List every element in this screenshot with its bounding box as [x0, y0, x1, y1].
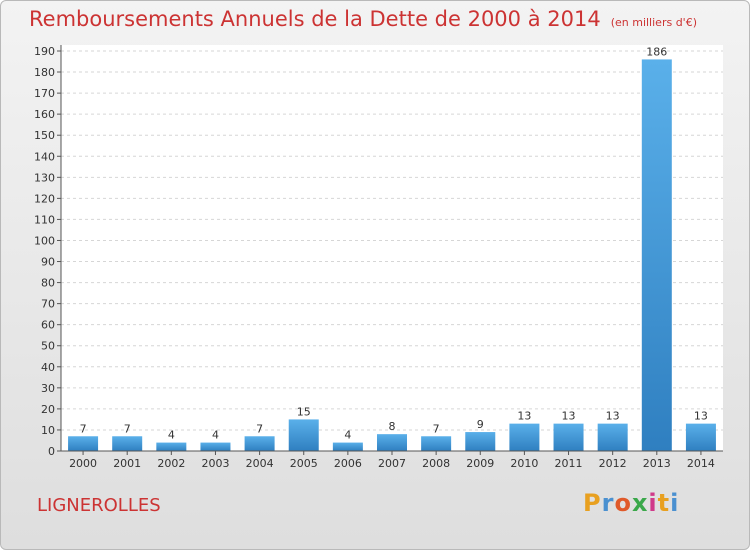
logo-letter: x	[631, 489, 649, 517]
bar-value-label: 8	[389, 420, 396, 433]
y-tick-label: 170	[34, 87, 55, 100]
bar	[112, 436, 143, 451]
bar	[553, 423, 584, 451]
y-tick-label: 80	[41, 277, 55, 290]
y-tick-label: 70	[41, 298, 55, 311]
x-tick-label: 2000	[69, 457, 97, 470]
bar	[244, 436, 275, 451]
y-tick-label: 190	[34, 45, 55, 58]
x-tick-label: 2010	[510, 457, 538, 470]
bar	[156, 442, 187, 451]
chart-title-block: Remboursements Annuels de la Dette de 20…	[29, 7, 697, 31]
y-tick-label: 160	[34, 108, 55, 121]
bar	[332, 442, 363, 451]
y-tick-label: 110	[34, 213, 55, 226]
x-tick-label: 2014	[687, 457, 715, 470]
plot-area	[61, 45, 723, 451]
bar	[597, 423, 628, 451]
y-tick-label: 90	[41, 256, 55, 269]
x-tick-label: 2007	[378, 457, 406, 470]
y-tick-label: 0	[48, 445, 55, 458]
bar	[509, 423, 540, 451]
x-tick-label: 2013	[643, 457, 671, 470]
y-tick-label: 130	[34, 171, 55, 184]
y-axis: 0 10 20 30 40 50 60 70 80 90 100 110 120 130 140 150 160…	[34, 45, 62, 458]
bar	[200, 442, 231, 451]
x-tick-label: 2012	[599, 457, 627, 470]
x-tick-label: 2001	[113, 457, 141, 470]
bar	[465, 432, 496, 451]
bar	[685, 423, 716, 451]
bar-value-label: 15	[297, 405, 311, 418]
x-tick-label: 2009	[466, 457, 494, 470]
y-tick-label: 40	[41, 361, 55, 374]
x-tick-label: 2005	[290, 457, 318, 470]
bars: 7 7 4 4 7 15 4 8 7 9 13 13 13 186 13	[68, 45, 716, 451]
chart-title: Remboursements Annuels de la Dette de 20…	[29, 7, 601, 31]
logo-letter: r	[601, 489, 615, 517]
logo-letter: P	[583, 489, 602, 517]
bar	[377, 434, 407, 451]
logo-letter: i	[648, 489, 658, 517]
y-tick-label: 100	[34, 234, 55, 247]
y-tick-label: 50	[41, 340, 55, 353]
proxiti-logo: Proxiti	[583, 489, 679, 517]
x-tick-label: 2008	[422, 457, 450, 470]
y-tick-label: 150	[34, 129, 55, 142]
logo-letter: i	[670, 489, 680, 517]
chart-subtitle: (en milliers d'€)	[610, 16, 697, 29]
bar	[641, 59, 672, 451]
y-tick-label: 30	[41, 382, 55, 395]
bar-value-label: 13	[606, 410, 620, 423]
bar	[421, 436, 452, 451]
logo-letter: o	[614, 489, 632, 517]
bar-value-label: 13	[694, 410, 708, 423]
x-tick-label: 2011	[555, 457, 583, 470]
bar	[288, 419, 319, 451]
y-tick-label: 10	[41, 424, 55, 437]
bar	[68, 436, 99, 451]
bar-value-label: 4	[168, 429, 175, 442]
bar-value-label: 186	[646, 45, 667, 58]
bar-value-label: 7	[124, 422, 131, 435]
y-tick-label: 140	[34, 150, 55, 163]
commune-name: LIGNEROLLES	[37, 495, 161, 516]
bar-value-label: 13	[517, 410, 531, 423]
x-tick-label: 2003	[201, 457, 229, 470]
bar-value-label: 7	[256, 422, 263, 435]
x-tick-label: 2002	[157, 457, 185, 470]
bar-value-label: 7	[433, 422, 440, 435]
bar-value-label: 13	[562, 410, 576, 423]
y-tick-label: 20	[41, 403, 55, 416]
logo-letter: t	[657, 489, 671, 517]
y-tick-label: 120	[34, 192, 55, 205]
bar-value-label: 4	[344, 429, 351, 442]
y-tick-label: 180	[34, 66, 55, 79]
bar-value-label: 7	[80, 422, 87, 435]
bar-value-label: 4	[212, 429, 219, 442]
x-tick-label: 2006	[334, 457, 362, 470]
bar-value-label: 9	[477, 418, 484, 431]
y-tick-label: 60	[41, 319, 55, 332]
x-tick-label: 2004	[246, 457, 274, 470]
x-axis: 2000 2001 2002 2003 2004 2005 2006 2007 2008 2009…	[61, 450, 723, 470]
